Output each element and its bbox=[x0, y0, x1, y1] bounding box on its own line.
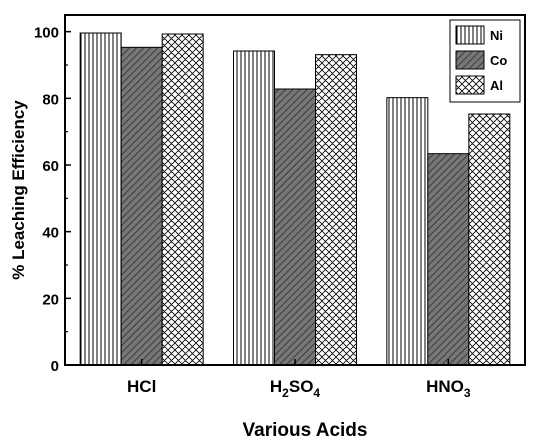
y-tick-label: 100 bbox=[34, 25, 59, 42]
legend: Ni Co Al bbox=[449, 19, 521, 103]
legend-swatch-co bbox=[455, 50, 485, 70]
y-tick-label: 40 bbox=[42, 225, 59, 242]
category-label: HNO3 bbox=[426, 377, 471, 400]
x-axis: HCl H2SO4 HNO3 bbox=[127, 359, 471, 400]
bar-al-1 bbox=[315, 54, 357, 366]
category-label: HCl bbox=[127, 377, 156, 396]
bar-al-2 bbox=[468, 113, 511, 366]
category-label: H2SO4 bbox=[270, 377, 321, 400]
y-tick-label: 80 bbox=[42, 91, 59, 108]
bars-group bbox=[79, 32, 511, 366]
legend-swatch-al bbox=[455, 75, 485, 95]
bar-al-0 bbox=[161, 33, 204, 366]
y-tick-label: 0 bbox=[51, 358, 59, 375]
x-axis-label: Various Acids bbox=[243, 420, 368, 441]
legend-label-ni: Ni bbox=[490, 28, 503, 43]
y-axis: 0 20 40 60 80 100 bbox=[34, 25, 71, 375]
y-tick-label: 60 bbox=[42, 158, 59, 175]
legend-label-al: Al bbox=[490, 78, 503, 93]
bar-ni-2 bbox=[386, 97, 429, 366]
bar-ni-1 bbox=[233, 50, 275, 366]
legend-swatch-ni bbox=[455, 25, 485, 45]
bar-co-1 bbox=[274, 88, 316, 366]
y-axis-label: % Leaching Efficiency bbox=[9, 100, 28, 280]
bar-co-2 bbox=[427, 153, 470, 366]
bar-ni-0 bbox=[79, 32, 122, 366]
bar-co-0 bbox=[120, 46, 163, 366]
legend-label-co: Co bbox=[490, 53, 507, 68]
y-tick-label: 20 bbox=[42, 291, 59, 308]
